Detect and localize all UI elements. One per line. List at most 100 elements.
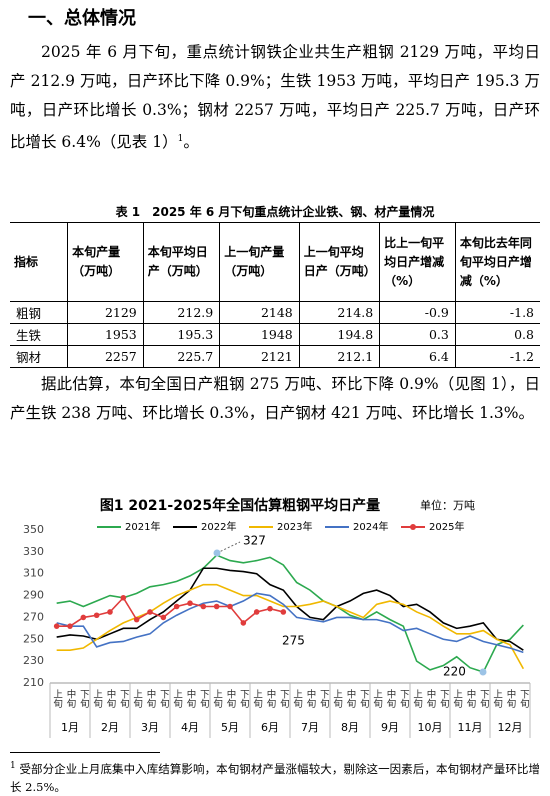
x-tick-label: 下旬 xyxy=(518,689,530,709)
note-ref: 1 xyxy=(177,134,184,144)
table-cell: 2121 xyxy=(219,345,300,368)
x-tick-label: 下旬 xyxy=(438,689,450,709)
header-cell: 上一旬平均日产（万吨） xyxy=(298,222,381,302)
x-tick-label: 中旬 xyxy=(505,688,517,709)
x-tick-label: 中旬 xyxy=(105,688,117,709)
paragraph-text: 2025 年 6 月下旬，重点统计钢铁企业共生产粗钢 2129 万吨，平均日产 … xyxy=(10,43,540,152)
table-cell: 2148 xyxy=(219,301,300,324)
y-tick-label: 350 xyxy=(23,523,44,536)
point-marker xyxy=(253,609,260,615)
month-label: 4月 xyxy=(181,721,199,734)
table-row: 生铁 1953 195.3 1948 194.8 0.3 0.8 xyxy=(10,323,540,346)
header-cell: 本旬比去年同旬平均日产增减（%） xyxy=(454,222,540,302)
paragraph: 据此估算，本旬全国日产粗钢 275 万吨、环比下降 0.9%（见图 1），日产生… xyxy=(10,375,540,422)
x-tick-label: 上旬 xyxy=(91,689,103,709)
callout-dot xyxy=(479,668,487,676)
table-cell: 225.7 xyxy=(142,345,221,368)
month-label: 7月 xyxy=(301,721,319,734)
month-label: 9月 xyxy=(381,721,399,734)
month-label: 11月 xyxy=(458,721,483,734)
legend-label: 2022年 xyxy=(201,520,236,533)
chart-unit: 单位：万吨 xyxy=(420,498,475,512)
callout-line xyxy=(216,541,241,554)
table-cell: 0.3 xyxy=(379,323,456,346)
x-tick-label: 下旬 xyxy=(198,689,210,709)
series-line xyxy=(56,596,284,627)
series-line xyxy=(56,567,524,651)
table: 指标 本旬产量（万吨） 本旬平均日产（万吨） 上一旬产量（万吨） 上一旬平均日产（万吨）… xyxy=(10,222,540,368)
legend-marker xyxy=(410,524,416,530)
annotation: 220 xyxy=(443,665,466,679)
legend-label: 2024年 xyxy=(353,520,388,533)
point-marker xyxy=(213,603,220,610)
header-row: 指标 本旬产量（万吨） 本旬平均日产（万吨） 上一旬产量（万吨） 上一旬平均日产（万吨）… xyxy=(10,222,540,302)
x-tick-label: 上旬 xyxy=(51,689,63,709)
annotation: 275 xyxy=(282,634,305,648)
table-cell: 2257 xyxy=(67,345,144,368)
x-tick-label: 上旬 xyxy=(331,689,343,709)
x-tick-label: 上旬 xyxy=(451,689,463,709)
table-cell: 2129 xyxy=(67,301,144,324)
table-cell: 1953 xyxy=(67,323,144,346)
table-cell: 1948 xyxy=(219,323,300,346)
x-tick-label: 中旬 xyxy=(385,688,397,709)
heading: 一、总体情况 xyxy=(28,8,136,29)
x-tick-label: 上旬 xyxy=(251,689,263,709)
table-row: 钢材 2257 225.7 2121 212.1 6.4 -1.2 xyxy=(10,345,540,368)
x-tick-label: 中旬 xyxy=(65,688,77,709)
x-tick-label: 下旬 xyxy=(478,689,490,709)
y-tick-label: 310 xyxy=(23,567,44,580)
month-label: 10月 xyxy=(418,721,443,734)
header-cell: 上一旬产量（万吨） xyxy=(219,222,300,302)
x-tick-label: 上旬 xyxy=(411,689,423,709)
footnote-text: 受部分企业上月底集中入库结算影响，本旬钢材产量涨幅较大，剔除这一因素后，本旬钢材… xyxy=(10,761,541,794)
table-cell: 生铁 xyxy=(10,323,69,346)
y-tick-label: 330 xyxy=(23,545,44,558)
point-marker xyxy=(93,612,100,619)
x-tick-label: 中旬 xyxy=(145,688,157,709)
x-tick-label: 上旬 xyxy=(131,689,143,709)
footnote-rule xyxy=(10,752,160,753)
y-tick-label: 290 xyxy=(23,589,44,602)
x-tick-label: 下旬 xyxy=(358,689,370,709)
table-cell: -0.9 xyxy=(379,301,456,324)
point-marker xyxy=(173,603,180,610)
series-line xyxy=(56,592,524,654)
table-cell: 0.8 xyxy=(454,323,540,346)
table-cell: 粗钢 xyxy=(10,301,69,324)
table-cell: 195.3 xyxy=(142,323,221,346)
y-tick-label: 250 xyxy=(23,632,44,645)
x-tick-label: 下旬 xyxy=(278,689,290,709)
table-row: 粗钢 2129 212.9 2148 214.8 -0.9 -1.8 xyxy=(10,301,540,324)
y-tick-label: 210 xyxy=(23,676,44,689)
point-marker xyxy=(240,620,247,626)
table-cell: 214.8 xyxy=(298,301,381,324)
chart: 图1 2021-2025年全国估算粗钢平均日产量 单位：万吨 210 230 250… xyxy=(23,497,531,738)
legend-label: 2021年 xyxy=(125,520,160,533)
header-cell: 指标 xyxy=(10,222,69,302)
point-marker xyxy=(187,600,193,607)
footnote: 1 受部分企业上月底集中入库结算影响，本旬钢材产量涨幅较大，剔除这一因素后，本旬… xyxy=(10,757,540,796)
point-marker xyxy=(160,614,167,621)
table-cell: 6.4 xyxy=(379,345,456,368)
x-tick-label: 上旬 xyxy=(371,689,383,709)
x-tick-label: 上旬 xyxy=(211,689,223,709)
point-marker xyxy=(120,594,127,601)
x-tick-label: 中旬 xyxy=(265,688,277,709)
paragraph: 2025 年 6 月下旬，重点统计钢铁企业共生产粗钢 2129 万吨，平均日产 … xyxy=(10,38,540,157)
x-tick-label: 中旬 xyxy=(305,688,317,709)
y-tick-label: 230 xyxy=(23,654,44,667)
point-marker xyxy=(67,623,73,629)
table-cell: 194.8 xyxy=(298,323,381,346)
x-tick-label: 下旬 xyxy=(238,689,250,709)
point-marker xyxy=(107,609,113,615)
x-tick-label: 下旬 xyxy=(318,689,330,709)
month-label: 3月 xyxy=(141,721,159,734)
point-marker xyxy=(200,603,207,610)
header-cell: 本旬产量（万吨） xyxy=(67,222,144,302)
x-tick-label: 上旬 xyxy=(491,689,503,709)
x-tick-label: 上旬 xyxy=(171,689,183,709)
table-cell: 钢材 xyxy=(10,345,69,368)
point-marker xyxy=(227,603,233,610)
